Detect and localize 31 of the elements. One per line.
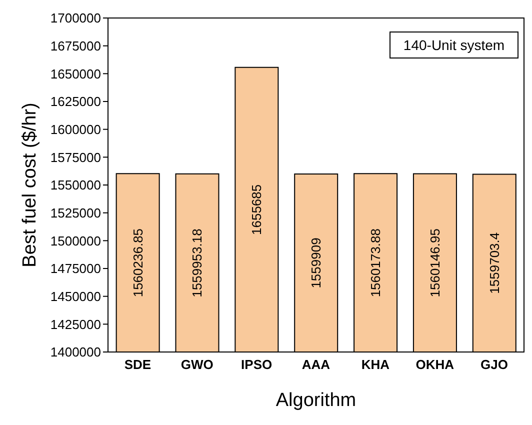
y-tick-label: 1450000 [50,288,101,304]
y-tick-label: 1475000 [50,261,101,276]
x-tick-label: KHA [361,357,390,372]
x-tick-label: GWO [180,357,214,372]
y-tick-label: 1425000 [50,316,101,332]
y-tick-label: 1700000 [50,10,101,26]
y-tick-label: 1525000 [50,205,101,220]
y-tick-label: 1625000 [50,94,101,110]
data-label: 1560236.85 [130,228,146,298]
y-tick-label: 1575000 [50,150,101,165]
data-label: 1655685 [249,184,264,235]
y-tick-label: 1650000 [50,66,101,82]
x-tick-label: AAA [302,357,331,372]
y-tick-label: 1675000 [50,38,101,54]
x-tick-label: OKHA [416,357,455,372]
data-label: 1560173.88 [368,228,384,298]
y-tick-label: 1400000 [50,344,101,360]
x-tick-label: SDE [124,357,152,372]
y-tick-label: 1600000 [50,122,101,137]
data-label: 1560146.95 [427,228,442,298]
x-tick-label: GJO [480,357,508,372]
x-axis-title: Algorithm [276,390,356,411]
y-axis-title: Best fuel cost ($/hr) [20,102,40,268]
annotation: 140-Unit system [403,37,505,53]
y-tick-label: 1500000 [50,233,101,248]
y-tick-label: 1550000 [50,178,101,193]
data-label: 1559953.18 [190,228,205,298]
x-tick-label: IPSO [241,357,272,372]
note-box: 140-Unit system [390,32,518,58]
data-label: 1559703.4 [486,232,502,294]
data-label: 1559909 [308,238,324,288]
